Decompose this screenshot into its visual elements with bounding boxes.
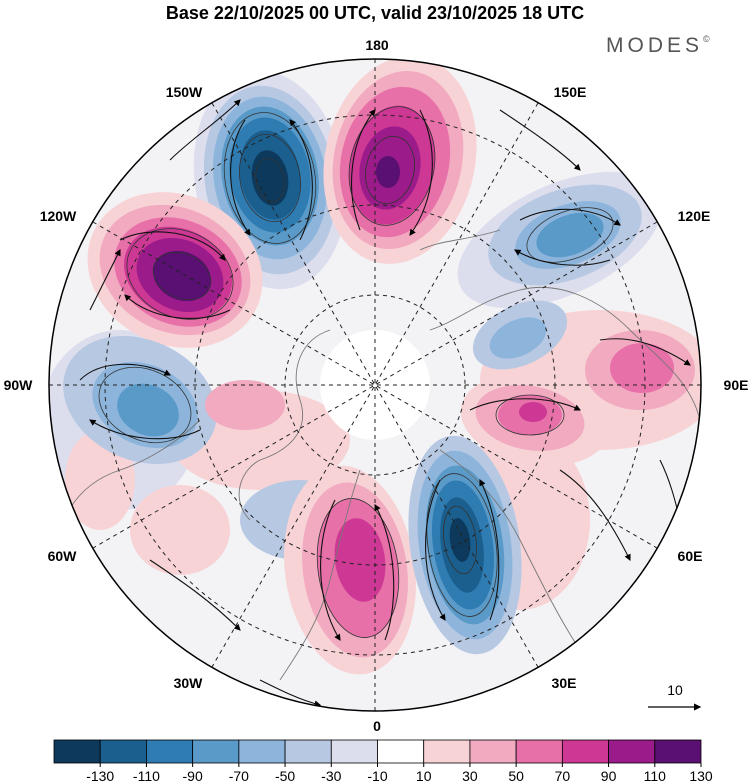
colorbar-swatch xyxy=(469,739,517,764)
colorbar-tick-label: 130 xyxy=(689,768,713,783)
lon-label-90w: 90W xyxy=(4,377,34,393)
map-boundary xyxy=(48,58,702,712)
colorbar: -130 -110 -90 -70 -50 -30 -10 10 30 50 70 90 110 130 xyxy=(53,739,713,783)
colorbar-swatch xyxy=(238,739,286,764)
lon-label-30e: 30E xyxy=(552,675,577,691)
colorbar-swatch xyxy=(330,739,378,764)
colorbar-swatch xyxy=(654,739,702,764)
positive-anomaly-15w xyxy=(283,465,417,675)
colorbar-tick-label: 90 xyxy=(601,768,617,783)
colorbar-tick-label: -110 xyxy=(133,768,160,783)
brand-name: MODES xyxy=(606,34,704,57)
reference-vector-label: 10 xyxy=(667,682,683,698)
colorbar-swatch xyxy=(53,739,101,764)
colorbar-swatch xyxy=(515,739,563,764)
colorbar-swatch xyxy=(608,739,656,764)
reference-vector: 10 xyxy=(648,682,702,711)
positive-anomaly-120w xyxy=(87,192,263,348)
colorbar-tick-label: -70 xyxy=(229,768,249,783)
colorbar-tick-label: -90 xyxy=(183,768,203,783)
colorbar-swatch xyxy=(146,739,194,764)
colorbar-tick-label: 10 xyxy=(416,768,432,783)
lon-label-180: 180 xyxy=(365,37,389,53)
anomaly-field xyxy=(49,59,701,711)
longitude-labels: 180 150E 120E 90E 60E 30E 0 30W 60W 90W … xyxy=(4,37,749,734)
colorbar-tick-label: -10 xyxy=(367,768,387,783)
wind-vectors xyxy=(79,99,691,707)
lon-label-150e: 150E xyxy=(554,84,587,100)
lon-label-150w: 150W xyxy=(166,84,203,100)
negative-anomaly-100e xyxy=(472,300,568,370)
colorbar-tick-label: -50 xyxy=(275,768,295,783)
colorbar-tick-label: 50 xyxy=(508,768,524,783)
lon-label-90e: 90E xyxy=(724,377,749,393)
colorbar-swatch xyxy=(423,739,471,764)
colorbar-swatch xyxy=(192,739,240,764)
colorbar-tick-label: -130 xyxy=(86,768,114,783)
positive-anomaly-90e xyxy=(585,330,695,410)
negative-anomaly-120e xyxy=(488,184,642,286)
lon-label-120e: 120E xyxy=(678,208,711,224)
lon-label-0: 0 xyxy=(373,718,381,734)
colorbar-tick-label: 30 xyxy=(462,768,478,783)
colorbar-swatch xyxy=(377,739,425,764)
lon-label-120w: 120W xyxy=(40,208,77,224)
colorbar-swatch xyxy=(99,739,147,764)
colorbar-swatch xyxy=(561,739,609,764)
brand-mark: © xyxy=(703,34,710,44)
colorbar-tick-label: 110 xyxy=(644,768,667,783)
lon-label-30w: 30W xyxy=(174,675,204,691)
colorbar-swatch xyxy=(284,739,332,764)
lon-label-60e: 60E xyxy=(678,548,703,564)
lon-label-60w: 60W xyxy=(48,548,78,564)
modes-logo: MODES© xyxy=(606,34,710,58)
map-title: Base 22/10/2025 00 UTC, valid 23/10/2025… xyxy=(165,3,585,23)
colorbar-tick-label: -30 xyxy=(321,768,341,783)
colorbar-tick-label: 70 xyxy=(555,768,571,783)
